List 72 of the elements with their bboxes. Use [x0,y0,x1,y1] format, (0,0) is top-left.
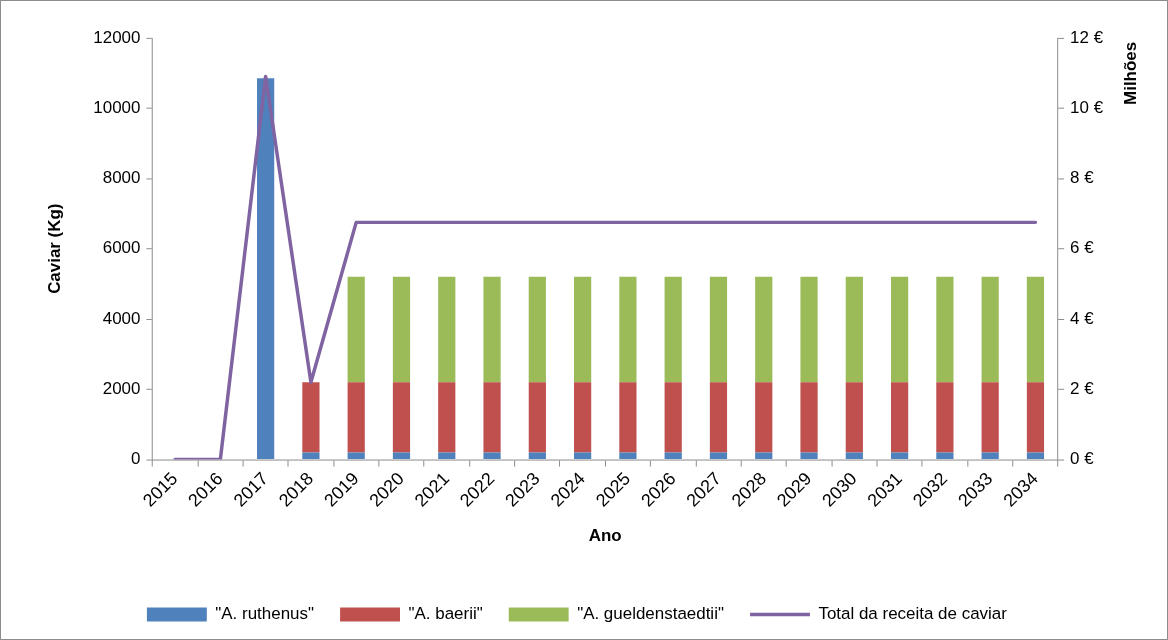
y2-tick-label: 4 € [1070,308,1095,328]
bar [1026,382,1045,453]
y-tick-label: 8000 [102,168,141,188]
bar [709,276,728,383]
bar [302,382,320,453]
y2-axis-title: Milhões [1120,41,1140,105]
bar [392,452,411,460]
y2-tick-label: 12 € [1070,27,1104,47]
bar [574,382,592,453]
bar [981,382,999,453]
bar [347,452,365,460]
bar [619,382,637,453]
bar [574,276,592,383]
bar [574,452,592,460]
bar [891,452,909,460]
bar [483,452,501,460]
bar [845,276,863,383]
bar [438,276,456,383]
x-axis-title: Ano [588,525,622,545]
bar [1026,276,1045,383]
bar [981,276,999,383]
bar [438,382,456,453]
y-tick-label: 6000 [102,238,141,258]
bar [755,276,773,383]
bar [936,382,954,453]
bar [936,276,954,383]
y-axis-title: Caviar (Kg) [44,203,64,294]
bar [528,276,546,383]
y2-tick-label: 10 € [1070,97,1104,117]
legend-label: "A. gueldenstaedtii" [577,604,724,624]
bar [619,276,637,383]
bar [800,382,818,453]
bar [981,452,999,460]
bar [936,452,954,460]
bar [755,452,773,460]
y2-tick-label: 0 € [1070,449,1095,469]
bar [664,382,682,453]
bar [528,382,546,453]
bar [257,78,275,460]
legend-label: "A. baerii" [408,604,483,624]
y-tick-label: 12000 [93,27,141,47]
bar [891,276,909,383]
bar [845,382,863,453]
y-tick-label: 2000 [102,378,141,398]
y-tick-label: 0 [131,449,141,469]
y2-tick-label: 6 € [1070,238,1095,258]
bar [528,452,546,460]
bar [755,382,773,453]
legend-label: Total da receita de caviar [818,604,1008,624]
y2-tick-label: 2 € [1070,378,1095,398]
bar [664,276,682,383]
bar [845,452,863,460]
y-tick-label: 10000 [93,97,141,117]
bar [664,452,682,460]
bar [891,382,909,453]
bar [302,452,320,460]
bar [438,452,456,460]
bar [1026,452,1045,460]
bar [483,382,501,453]
bar [347,276,365,383]
bar [800,276,818,383]
bar [709,452,728,460]
legend-label: "A. ruthenus" [215,604,315,624]
bar [392,276,411,383]
y2-tick-label: 8 € [1070,168,1095,188]
bar [483,276,501,383]
bar [619,452,637,460]
y-tick-label: 4000 [102,308,141,328]
bar [709,382,728,453]
bar [347,382,365,453]
bar [800,452,818,460]
bar [392,382,411,453]
